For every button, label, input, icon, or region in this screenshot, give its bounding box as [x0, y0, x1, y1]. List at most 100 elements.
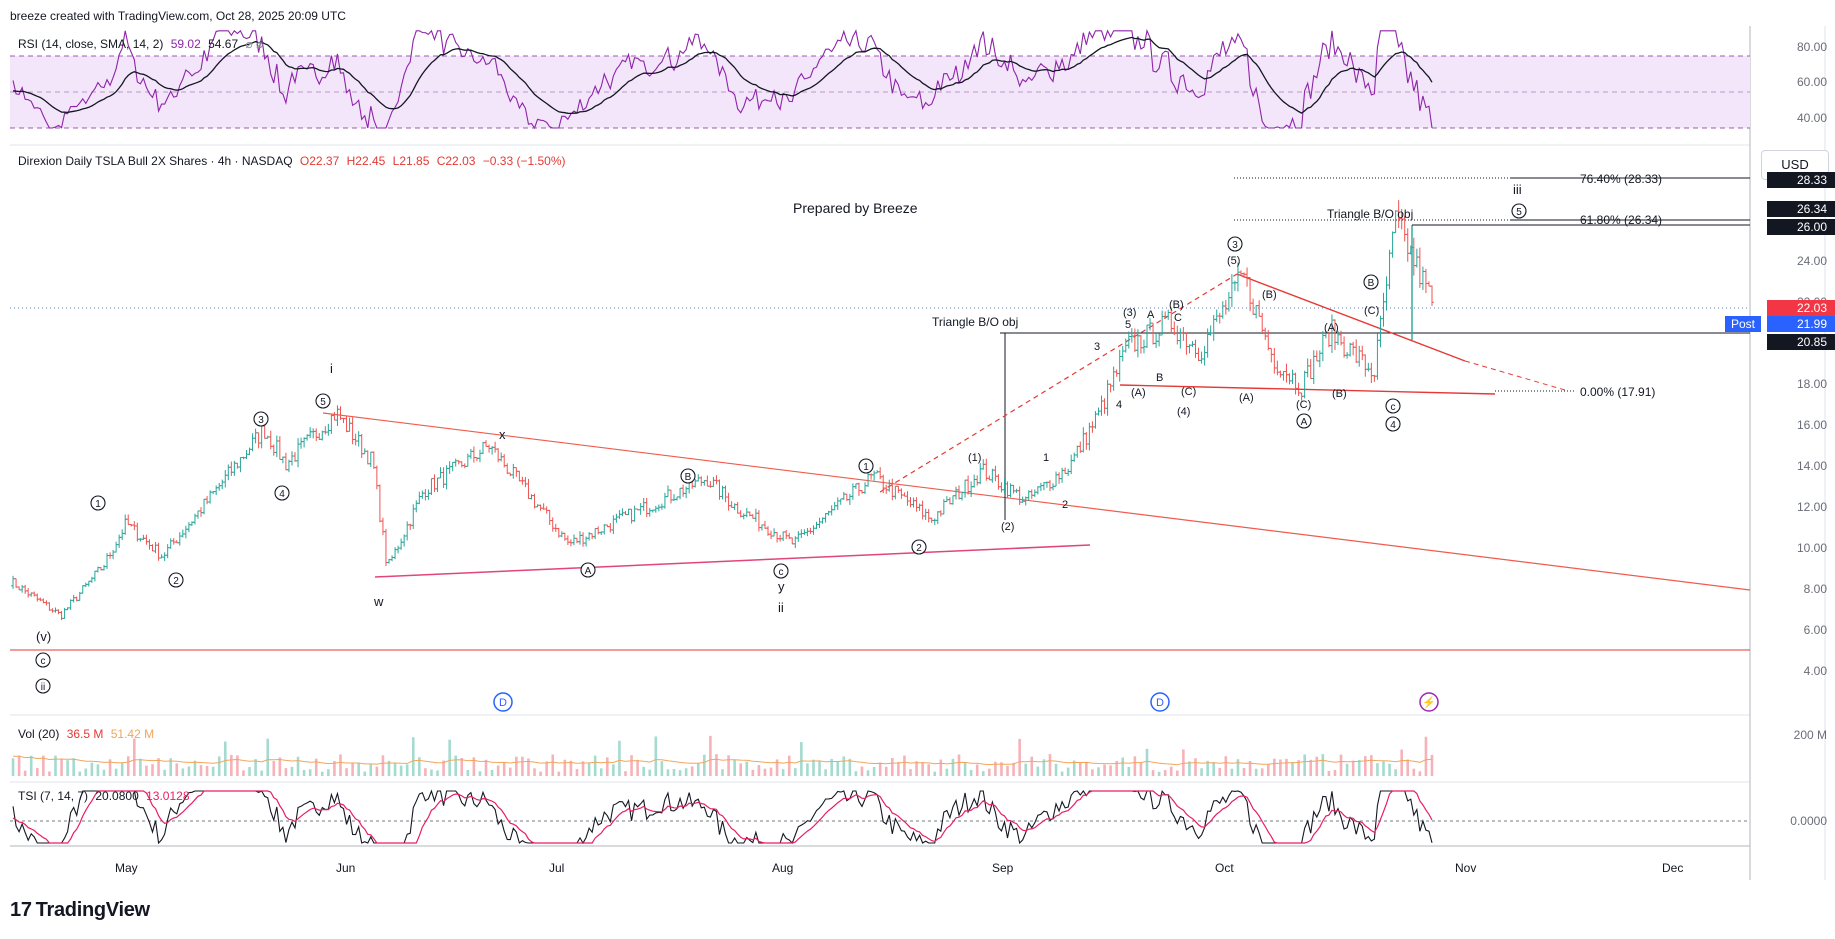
circled-label: 2 [911, 539, 927, 555]
volume-bar [763, 768, 767, 776]
volume-bar [424, 768, 427, 776]
candle [1414, 248, 1419, 268]
triangle-top-ext [1464, 360, 1566, 391]
candle [1226, 292, 1231, 312]
circled-label: c [35, 652, 51, 668]
symbol-legend[interactable]: Direxion Daily TSLA Bull 2X Shares · 4h … [18, 154, 570, 168]
candle [629, 508, 634, 524]
channel-line [879, 273, 1238, 493]
candle [1281, 371, 1286, 381]
volume-bar [660, 761, 664, 776]
time-axis-label: Dec [1662, 861, 1684, 875]
volume-bar [411, 737, 415, 776]
candle [314, 428, 319, 441]
volume-bar [157, 758, 160, 776]
volume-bar [42, 755, 45, 776]
volume-bar [133, 738, 136, 776]
volume-bar [521, 756, 524, 776]
candle [480, 441, 485, 455]
candle [405, 521, 410, 541]
candle [1160, 310, 1165, 336]
candle [1308, 359, 1313, 380]
volume-bar [745, 761, 749, 776]
candle [1199, 351, 1204, 364]
circled-label: ii [35, 678, 51, 694]
dividend-badge-text: D [499, 697, 507, 709]
rsi-ma-value: 54.67 [208, 37, 239, 51]
tsi-signal-line [12, 790, 1433, 844]
candle [850, 483, 855, 500]
candle [1272, 348, 1277, 374]
candle [1166, 309, 1171, 320]
volume-bar [1230, 768, 1234, 776]
wave-p5: (5) [1227, 255, 1240, 267]
volume-bar [963, 762, 967, 776]
volume-legend[interactable]: Vol (20) 36.5 M 51.42 M [18, 727, 158, 741]
tsi-line [12, 789, 1433, 845]
tradingview-brand[interactable]: 17 TradingView [10, 899, 150, 922]
candle [484, 440, 489, 447]
candle [1111, 366, 1116, 391]
candle [217, 482, 222, 491]
candle [144, 534, 149, 545]
dividend-badge[interactable]: D [493, 692, 513, 712]
candle [811, 525, 816, 535]
candle [847, 493, 852, 505]
rsi-line [12, 28, 1433, 130]
tsi-legend[interactable]: TSI (7, 14, 7) 20.0800 13.0128 [18, 789, 194, 803]
candle [1284, 363, 1289, 383]
wave-pB: (B) [1169, 299, 1184, 311]
earnings-badge[interactable]: ⚡ [1419, 692, 1439, 712]
volume-bar [739, 763, 743, 776]
volume-bar [569, 760, 573, 776]
rsi-legend[interactable]: RSI (14, close, SMA, 14, 2) 59.02 54.67 … [18, 37, 267, 51]
rsi-hidden-icons[interactable]: ⌀ ⌀ [245, 37, 264, 51]
volume-bar [17, 755, 21, 776]
volume-bar [272, 761, 276, 776]
candle [147, 539, 152, 550]
volume-bar [72, 758, 75, 776]
volume-bar [751, 769, 755, 776]
volume-bar [1000, 762, 1003, 776]
candle [644, 497, 649, 518]
volume-bar [320, 771, 324, 776]
volume-bar [1024, 763, 1028, 776]
candle [972, 474, 977, 488]
volume-bar [1085, 761, 1088, 776]
candle [999, 482, 1004, 493]
candle [117, 534, 122, 548]
candle [778, 534, 783, 542]
candle [1260, 312, 1265, 335]
volume-bar [715, 754, 718, 776]
volume-bar [709, 735, 712, 776]
volume-bar [690, 766, 694, 776]
candle [250, 433, 255, 452]
candle [953, 486, 958, 500]
candle [192, 513, 197, 525]
candle [856, 482, 861, 496]
candle [817, 517, 822, 528]
candle [1366, 362, 1371, 372]
candle [1029, 489, 1034, 499]
volume-bar [460, 757, 464, 776]
volume-bar [1400, 749, 1403, 776]
candle [872, 470, 877, 481]
candle [1175, 325, 1180, 345]
ohlc-close: C22.03 [436, 154, 476, 168]
candle [1072, 452, 1077, 462]
candle [656, 504, 661, 512]
circled-label: A [1296, 413, 1312, 429]
candle [559, 531, 564, 538]
candle [756, 510, 761, 532]
time-axis-label: Nov [1455, 861, 1477, 875]
dividend-badge-2[interactable]: D [1150, 692, 1170, 712]
candle [1099, 395, 1104, 416]
volume-bar [1127, 766, 1131, 776]
volume-bar [1115, 760, 1118, 776]
circled-label: B [680, 468, 696, 484]
volume-bar [1242, 768, 1246, 776]
candle [672, 494, 677, 501]
price-axis-tick: 16.00 [1796, 418, 1827, 432]
volume-bar [496, 765, 500, 776]
